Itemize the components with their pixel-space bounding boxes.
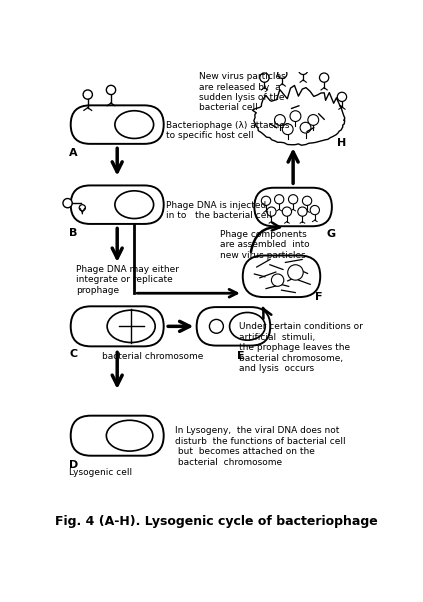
FancyBboxPatch shape — [243, 255, 320, 297]
Ellipse shape — [115, 111, 154, 138]
Text: Lysogenic cell: Lysogenic cell — [69, 468, 132, 477]
Circle shape — [319, 73, 329, 82]
Ellipse shape — [106, 420, 153, 451]
Circle shape — [282, 207, 291, 216]
Text: C: C — [69, 349, 77, 359]
Circle shape — [267, 207, 276, 216]
Circle shape — [282, 124, 293, 135]
FancyBboxPatch shape — [71, 105, 164, 144]
Text: Phage DNA is injected
in to   the bacterial cell: Phage DNA is injected in to the bacteria… — [166, 201, 272, 220]
Text: A: A — [69, 147, 78, 158]
Circle shape — [261, 196, 271, 205]
Text: Phage components
are assembled  into
new virus particles: Phage components are assembled into new … — [220, 230, 309, 260]
Text: Bacteriophage (λ) attaches
to specific host cell: Bacteriophage (λ) attaches to specific h… — [166, 121, 289, 140]
Circle shape — [106, 85, 115, 95]
FancyBboxPatch shape — [71, 185, 164, 224]
Circle shape — [337, 92, 346, 102]
Circle shape — [288, 265, 303, 280]
Text: bacterial chromosome: bacterial chromosome — [102, 352, 203, 361]
Circle shape — [275, 114, 286, 125]
Text: D: D — [69, 461, 78, 470]
Text: In Lysogeny,  the viral DNA does not
disturb  the functions of bacterial cell
 b: In Lysogeny, the viral DNA does not dist… — [175, 426, 346, 467]
Text: Under certain conditions or
artificial  stimuli,
the prophage leaves the
bacteri: Under certain conditions or artificial s… — [239, 323, 363, 373]
Circle shape — [79, 205, 85, 211]
Text: E: E — [237, 351, 245, 361]
Circle shape — [272, 274, 284, 287]
Text: H: H — [337, 138, 346, 149]
Circle shape — [308, 114, 319, 125]
Text: Fig. 4 (A-H). Lysogenic cycle of bacteriophage: Fig. 4 (A-H). Lysogenic cycle of bacteri… — [55, 515, 378, 528]
FancyBboxPatch shape — [197, 307, 270, 346]
Ellipse shape — [107, 310, 155, 343]
Text: B: B — [69, 228, 77, 238]
Circle shape — [209, 320, 223, 334]
Text: New virus particles
are released by  a
sudden lysis of the
bacterial cell: New virus particles are released by a su… — [198, 72, 286, 113]
Circle shape — [300, 122, 311, 133]
Circle shape — [277, 69, 287, 78]
Ellipse shape — [115, 191, 154, 219]
FancyBboxPatch shape — [71, 415, 164, 456]
FancyBboxPatch shape — [71, 306, 164, 346]
Circle shape — [302, 196, 312, 205]
Ellipse shape — [230, 312, 265, 340]
FancyBboxPatch shape — [254, 188, 332, 226]
Circle shape — [63, 199, 72, 208]
Circle shape — [299, 65, 308, 75]
Circle shape — [290, 111, 301, 122]
Circle shape — [310, 205, 319, 215]
Text: Phage DNA may either
integrate or replicate
prophage: Phage DNA may either integrate or replic… — [76, 265, 179, 294]
Text: F: F — [315, 292, 322, 302]
Circle shape — [83, 90, 92, 99]
Circle shape — [260, 73, 269, 82]
Circle shape — [275, 194, 284, 204]
Circle shape — [288, 194, 298, 204]
Text: G: G — [327, 229, 335, 238]
Circle shape — [298, 207, 307, 216]
